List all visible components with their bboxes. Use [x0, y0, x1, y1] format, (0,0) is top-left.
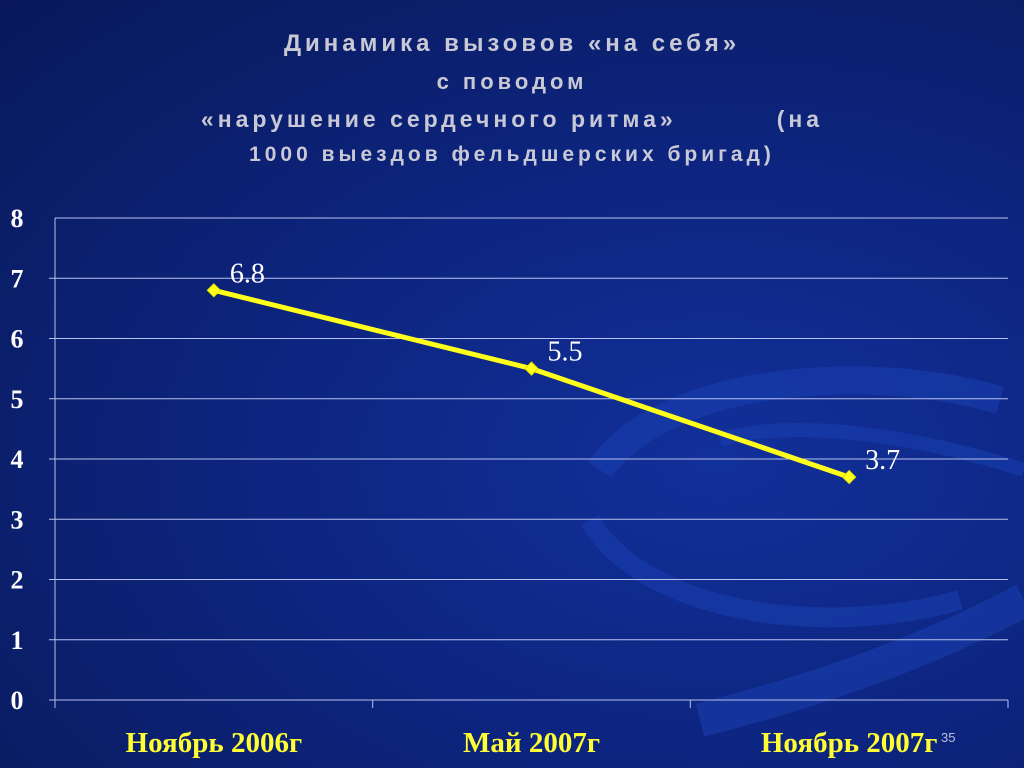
y-tick-label-2: 2 — [11, 566, 24, 595]
chart-title-line-3: «нарушение сердечного ритма» (на — [0, 106, 1024, 133]
y-tick-label-1: 1 — [11, 626, 24, 655]
data-label-0: 6.8 — [230, 258, 265, 289]
x-tick-labels: Ноябрь 2006г Май 2007г Ноябрь 2007г — [126, 727, 938, 759]
series-markers — [206, 283, 857, 485]
series-line-0 — [213, 287, 850, 480]
slide-number: 35 — [941, 730, 956, 745]
y-tick-label-4: 4 — [11, 445, 24, 474]
data-point-0 — [206, 283, 222, 298]
x-tick-label-0: Ноябрь 2006г — [126, 727, 303, 759]
chart-title-line-3-tail: (на — [776, 106, 824, 132]
axes — [49, 218, 1009, 708]
data-label-1: 5.5 — [548, 337, 583, 368]
y-tick-label-3: 3 — [11, 505, 24, 534]
y-tick-label-7: 7 — [11, 264, 24, 293]
series-line — [213, 287, 850, 480]
gridlines — [55, 217, 1008, 641]
chart-title-line-1: Динамика вызовов «на себя» — [283, 30, 741, 57]
y-tick-labels: 0 1 2 3 4 5 6 7 8 — [11, 204, 24, 715]
chart-title-line-4: 1000 выездов фельдшерских бригад) — [249, 143, 775, 166]
data-point-1 — [524, 361, 539, 376]
data-point-2 — [841, 469, 857, 485]
y-tick-label-0: 0 — [11, 686, 24, 715]
y-tick-label-8: 8 — [11, 204, 24, 233]
y-tick-label-6: 6 — [11, 325, 24, 354]
chart-title-line-2: с поводом — [436, 69, 588, 94]
data-label-2: 3.7 — [865, 445, 900, 476]
chart-title-line-3-main: «нарушение сердечного ритма» — [200, 106, 677, 132]
x-tick-label-1: Май 2007г — [463, 727, 600, 759]
y-tick-label-5: 5 — [11, 385, 24, 414]
data-labels: 6.8 5.5 3.7 — [230, 258, 900, 476]
x-tick-label-2: Ноябрь 2007г — [761, 727, 938, 759]
